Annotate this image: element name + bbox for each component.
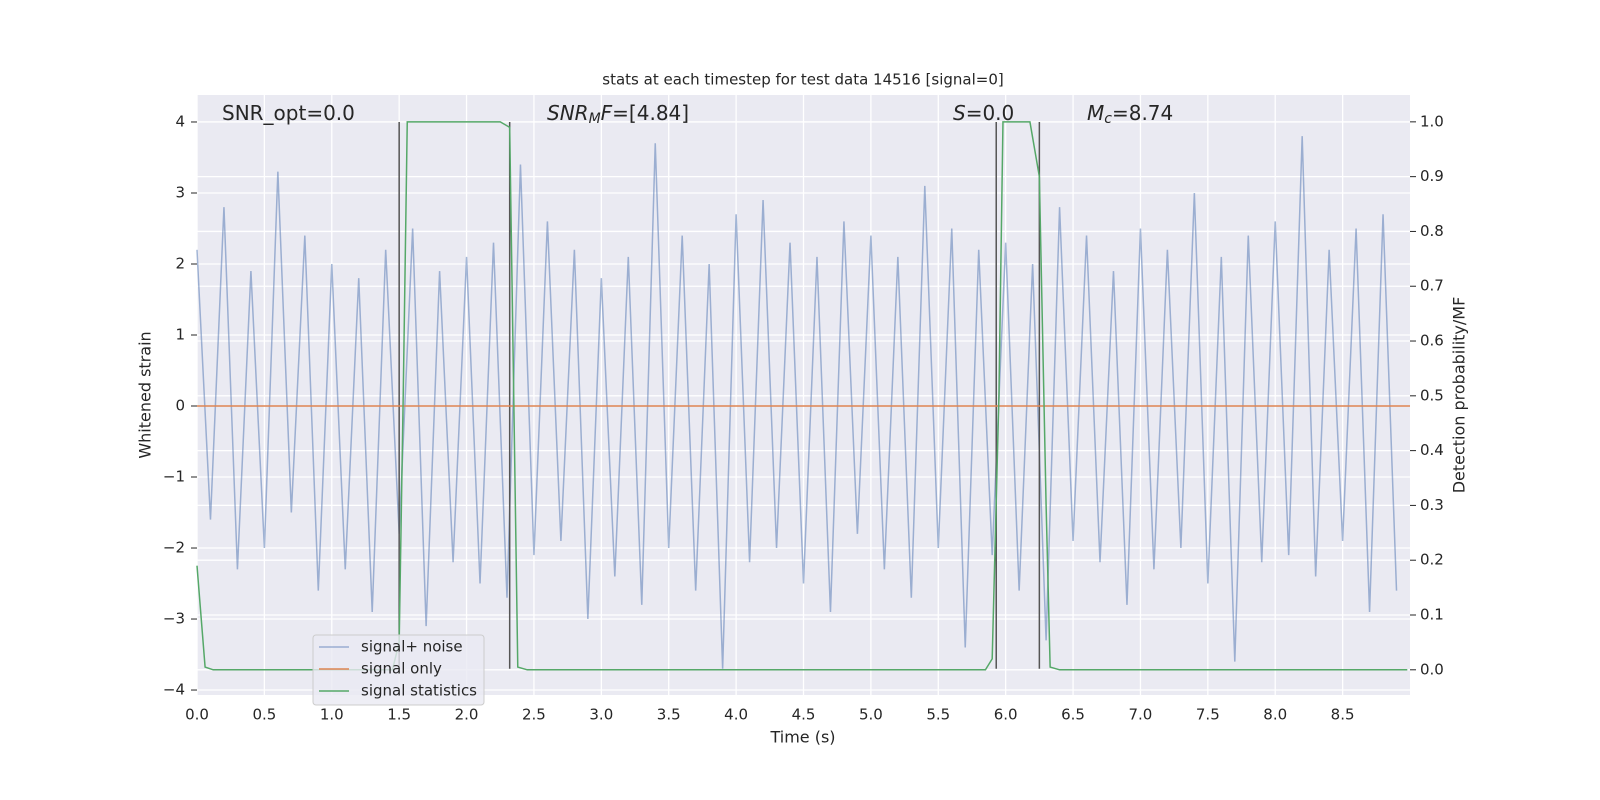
annotation-part: M (1087, 101, 1104, 125)
x-tick-label: 4.5 (792, 706, 816, 724)
x-tick-label: 6.5 (1061, 706, 1085, 724)
y-tick-label: 3 (175, 183, 185, 201)
x-tick-label: 0.5 (252, 706, 276, 724)
x-tick-label: 1.5 (387, 706, 411, 724)
x-tick-label: 3.0 (589, 706, 613, 724)
y2-tick-label: 0.6 (1420, 332, 1444, 350)
x-tick-label: 2.0 (455, 706, 479, 724)
x-tick-label: 8.0 (1263, 706, 1287, 724)
annotation: S=0.0 (953, 101, 1014, 125)
x-tick-label: 0.0 (185, 706, 209, 724)
x-tick-label: 8.5 (1331, 706, 1355, 724)
annotation-part: S (953, 101, 966, 125)
x-tick-label: 4.0 (724, 706, 748, 724)
x-tick-label: 7.0 (1129, 706, 1153, 724)
y-tick-label: 1 (175, 326, 185, 344)
y-tick-label: −3 (163, 610, 185, 628)
y-tick-label: 0 (175, 397, 185, 415)
annotation: Mc=8.74 (1087, 101, 1173, 128)
x-tick-label: 3.5 (657, 706, 681, 724)
annotation: SNRMF=[4.84] (547, 101, 689, 128)
legend-label: signal statistics (361, 682, 477, 700)
annotation: SNR_opt=0.0 (222, 101, 355, 125)
annotation-part: =[4.84] (612, 101, 689, 125)
y-tick-label: 2 (175, 254, 185, 272)
y2-tick-label: 0.8 (1420, 222, 1444, 240)
chart-title: stats at each timestep for test data 145… (602, 71, 1003, 89)
y-tick-label: −1 (163, 468, 185, 486)
y2-tick-label: 0.2 (1420, 551, 1444, 569)
y2-tick-label: 0.4 (1420, 441, 1444, 459)
y2-tick-label: 0.5 (1420, 386, 1444, 404)
y-tick-label: −4 (163, 681, 185, 699)
annotation-part: F (601, 101, 613, 125)
y2-axis-label: Detection probability/MF (1450, 297, 1469, 494)
y-axis-label: Whitened strain (136, 331, 155, 458)
x-axis-label: Time (s) (769, 728, 835, 747)
y2-tick-label: 1.0 (1420, 112, 1444, 130)
annotation-part: c (1104, 111, 1112, 127)
annotation-part: =8.74 (1112, 101, 1173, 125)
x-tick-label: 5.5 (926, 706, 950, 724)
series-line (196, 136, 1398, 669)
annotation-part: M (589, 111, 601, 127)
x-tick-label: 1.0 (320, 706, 344, 724)
legend-box (312, 634, 485, 706)
annotation-part: SNR (547, 101, 589, 125)
y-tick-label: −2 (163, 539, 185, 557)
x-tick-label: 6.0 (994, 706, 1018, 724)
y2-tick-label: 0.9 (1420, 167, 1444, 185)
y2-tick-label: 0.3 (1420, 496, 1444, 514)
annotation-part: SNR_opt=0.0 (222, 101, 355, 125)
annotation-part: =0.0 (966, 101, 1015, 125)
x-tick-label: 7.5 (1196, 706, 1220, 724)
legend-label: signal only (361, 660, 442, 678)
y-tick-label: 4 (175, 112, 185, 130)
legend-label: signal+ noise (361, 638, 463, 656)
x-tick-label: 2.5 (522, 706, 546, 724)
y2-tick-label: 0.0 (1420, 660, 1444, 678)
x-tick-label: 5.0 (859, 706, 883, 724)
y2-tick-label: 0.7 (1420, 277, 1444, 295)
y2-tick-label: 0.1 (1420, 606, 1444, 624)
